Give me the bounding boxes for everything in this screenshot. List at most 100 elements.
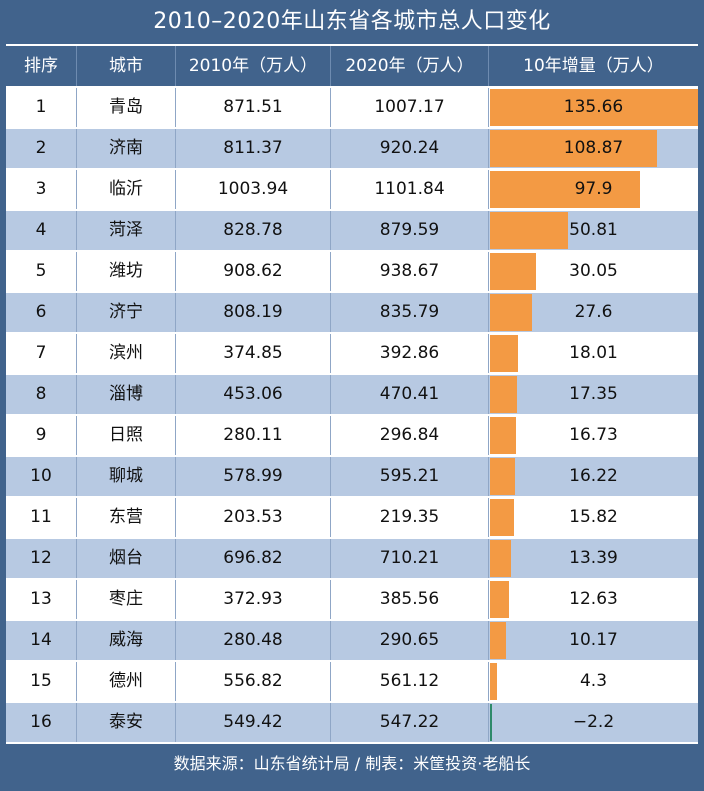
header-city: 城市 [109, 56, 143, 76]
column-divider [175, 416, 176, 455]
increase-bar [490, 704, 492, 741]
cell-pop2020: 595.21 [379, 466, 440, 486]
table-row: 6 济宁 808.19 835.79 27.6 [6, 293, 698, 334]
table-row: 14 威海 280.48 290.65 10.17 [6, 621, 698, 662]
column-divider [488, 334, 489, 373]
cell-pop2020: 219.35 [379, 507, 440, 527]
cell-pop2020: 392.86 [379, 343, 440, 363]
header-row: 排序 城市 2010年（万人） 2020年（万人） 10年增量（万人） [6, 46, 698, 86]
header-pop2010: 2010年（万人） [188, 56, 318, 76]
column-divider [330, 170, 331, 209]
increase-bar [490, 89, 698, 126]
cell-city: 泰安 [109, 712, 143, 732]
table-row: 15 德州 556.82 561.12 4.3 [6, 662, 698, 703]
column-divider [488, 293, 489, 332]
column-divider [76, 211, 77, 250]
increase-label: 97.9 [574, 179, 613, 199]
column-divider [175, 211, 176, 250]
cell-pop2010: 578.99 [223, 466, 283, 486]
increase-bar [490, 335, 518, 372]
cell-pop2020: 385.56 [379, 589, 440, 609]
increase-label: 50.81 [569, 220, 618, 240]
increase-bar [490, 130, 657, 167]
column-divider [330, 580, 331, 619]
cell-pop2020: 710.21 [379, 548, 440, 568]
column-divider [488, 457, 489, 496]
column-divider [488, 703, 489, 742]
table-row: 5 潍坊 908.62 938.67 30.05 [6, 252, 698, 293]
column-divider [175, 457, 176, 496]
column-divider [76, 334, 77, 373]
header-divider [76, 46, 77, 86]
cell-city: 潍坊 [109, 261, 143, 281]
increase-label: 30.05 [569, 261, 618, 281]
table-row: 8 淄博 453.06 470.41 17.35 [6, 375, 698, 416]
cell-city: 威海 [109, 630, 143, 650]
column-divider [488, 662, 489, 701]
header-rank: 排序 [24, 56, 58, 76]
table-row: 4 菏泽 828.78 879.59 50.81 [6, 211, 698, 252]
column-divider [76, 88, 77, 127]
cell-city: 青岛 [109, 97, 143, 117]
cell-city: 枣庄 [109, 589, 143, 609]
cell-pop2010: 374.85 [223, 343, 283, 363]
table-row: 9 日照 280.11 296.84 16.73 [6, 416, 698, 457]
cell-pop2010: 696.82 [223, 548, 283, 568]
cell-pop2020: 1101.84 [374, 179, 445, 199]
cell-rank: 9 [35, 425, 47, 445]
cell-pop2020: 1007.17 [374, 97, 445, 117]
cell-pop2020: 561.12 [379, 671, 440, 691]
cell-pop2010: 828.78 [223, 220, 283, 240]
column-divider [488, 211, 489, 250]
column-divider [76, 703, 77, 742]
table-row: 7 滨州 374.85 392.86 18.01 [6, 334, 698, 375]
cell-rank: 3 [35, 179, 47, 199]
increase-bar [490, 581, 509, 618]
cell-pop2010: 908.62 [223, 261, 283, 281]
header-divider [330, 46, 331, 86]
cell-pop2010: 453.06 [223, 384, 283, 404]
column-divider [488, 170, 489, 209]
increase-label: 27.6 [574, 302, 613, 322]
cell-pop2010: 556.82 [223, 671, 283, 691]
increase-label: 16.73 [569, 425, 618, 445]
column-divider [330, 293, 331, 332]
cell-pop2010: 1003.94 [217, 179, 289, 199]
cell-pop2010: 811.37 [223, 138, 283, 158]
cell-pop2020: 547.22 [379, 712, 440, 732]
header-divider [488, 46, 489, 86]
column-divider [175, 580, 176, 619]
column-divider [488, 539, 489, 578]
column-divider [175, 334, 176, 373]
column-divider [175, 498, 176, 537]
column-divider [330, 457, 331, 496]
cell-pop2010: 203.53 [223, 507, 283, 527]
increase-bar [490, 376, 517, 413]
cell-rank: 2 [35, 138, 47, 158]
column-divider [76, 621, 77, 660]
column-divider [76, 580, 77, 619]
column-divider [488, 498, 489, 537]
column-divider [488, 88, 489, 127]
increase-bar [490, 499, 514, 536]
header-divider [175, 46, 176, 86]
cell-city: 淄博 [109, 384, 143, 404]
column-divider [76, 129, 77, 168]
column-divider [76, 375, 77, 414]
column-divider [175, 252, 176, 291]
cell-city: 菏泽 [109, 220, 143, 240]
cell-rank: 10 [30, 466, 52, 486]
column-divider [175, 621, 176, 660]
column-divider [330, 88, 331, 127]
increase-label: 10.17 [569, 630, 618, 650]
header-increase: 10年增量（万人） [523, 56, 664, 76]
increase-label: −2.2 [572, 712, 615, 732]
cell-city: 东营 [109, 507, 143, 527]
cell-city: 济南 [109, 138, 143, 158]
column-divider [488, 621, 489, 660]
cell-city: 烟台 [109, 548, 143, 568]
column-divider [488, 580, 489, 619]
column-divider [330, 334, 331, 373]
column-divider [330, 621, 331, 660]
table-row: 16 泰安 549.42 547.22 −2.2 [6, 703, 698, 744]
